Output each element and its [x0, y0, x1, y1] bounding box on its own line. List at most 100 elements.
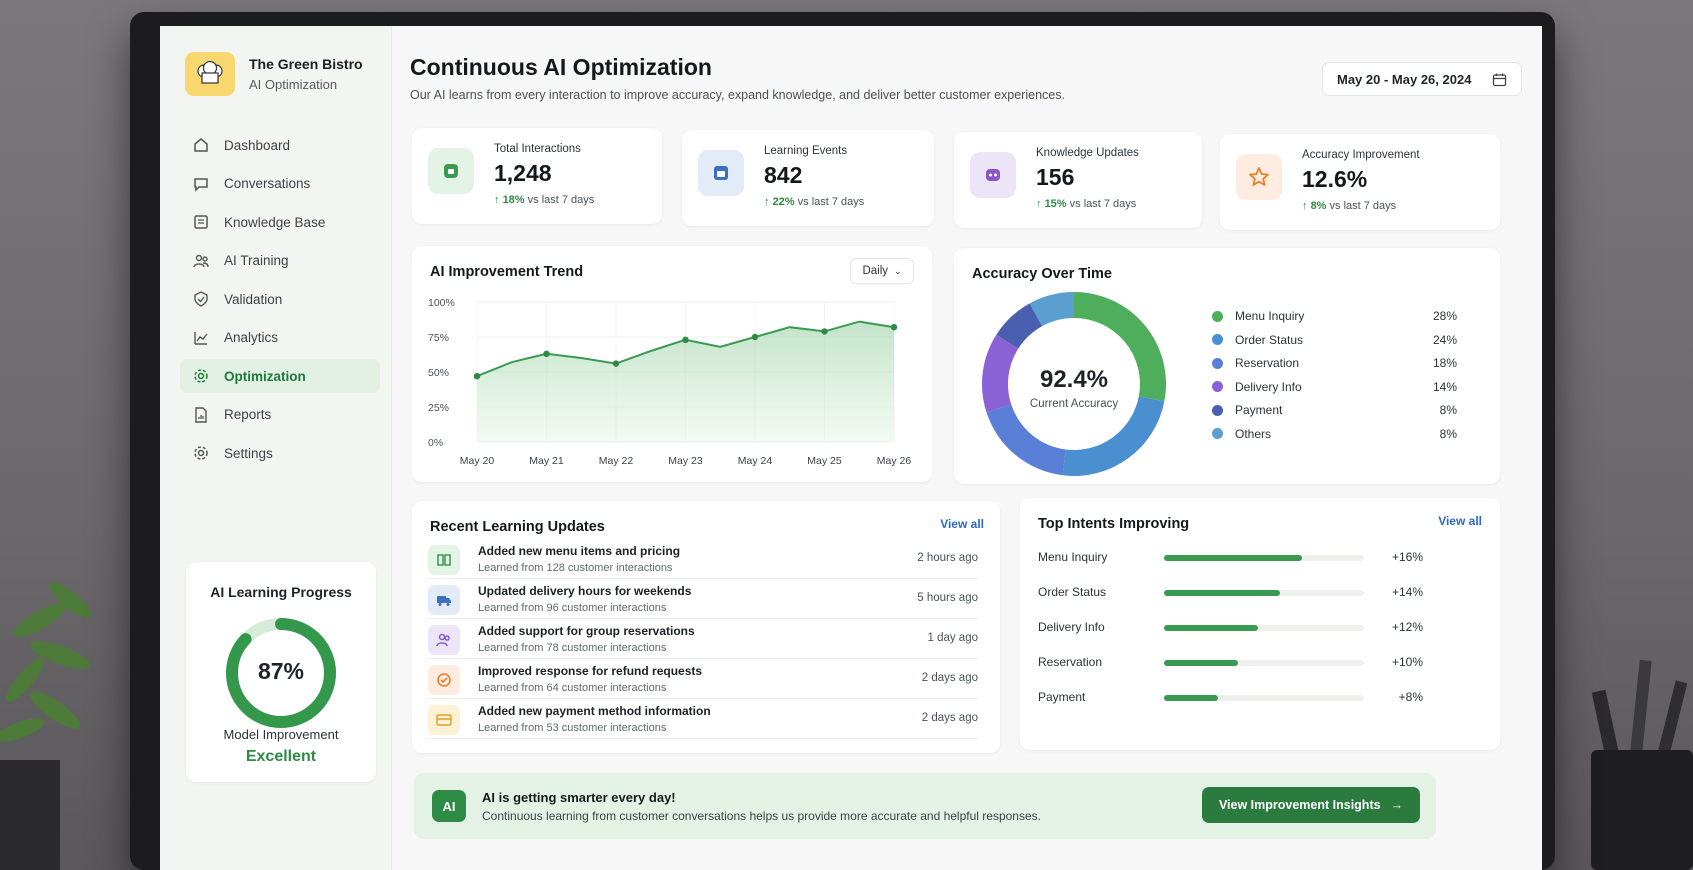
update-row[interactable]: Updated delivery hours for weekends Learn… — [428, 581, 978, 619]
brand[interactable]: The Green Bistro AI Optimization — [185, 52, 363, 96]
intent-value: +16% — [1391, 550, 1423, 564]
x-tick-label: May 20 — [460, 455, 495, 467]
stat-value: 842 — [764, 162, 803, 188]
accuracy-donut-chart — [982, 292, 1166, 476]
chat-bubble-icon — [428, 148, 474, 194]
sidebar-item-knowledge-base[interactable]: Knowledge Base — [180, 205, 380, 239]
sidebar-item-label: Settings — [224, 445, 273, 461]
legend-label: Payment — [1235, 403, 1283, 417]
trend-point — [821, 328, 828, 335]
sidebar-item-label: Conversations — [224, 176, 311, 191]
daily-select[interactable]: Daily ⌄ — [850, 258, 914, 284]
intent-progress-fill — [1164, 660, 1238, 666]
update-subtitle: Learned from 128 customer interactions — [478, 562, 673, 574]
intent-value: +8% — [1398, 690, 1423, 704]
book-icon — [194, 215, 208, 229]
stat-card-accuracy-improvement: Accuracy Improvement 12.6% ↑ 8% vs last … — [1220, 134, 1500, 230]
plant-decoration — [0, 582, 91, 870]
stat-delta: ↑ 15% vs last 7 days — [1036, 198, 1137, 210]
sidebar-item-label: AI Training — [224, 253, 289, 268]
legend-label: Order Status — [1235, 332, 1304, 347]
sidebar-item-conversations[interactable]: Conversations — [180, 167, 380, 201]
top-intents-view-all-link[interactable]: View all — [1438, 514, 1482, 528]
update-title: Added new menu items and pricing — [478, 544, 681, 558]
stat-card-knowledge-updates: Knowledge Updates 156 ↑ 15% vs last 7 da… — [954, 132, 1202, 228]
sidebar-item-validation[interactable]: Validation — [180, 282, 380, 316]
update-title: Improved response for refund requests — [478, 664, 703, 678]
legend-dot — [1212, 310, 1223, 322]
trend-point — [473, 373, 481, 380]
donut-slice — [1074, 292, 1166, 402]
update-row[interactable]: Added support for group reservations Lear… — [428, 621, 978, 659]
date-range-picker[interactable]: May 20 - May 26, 2024 — [1322, 62, 1522, 96]
improvement-trend-card: AI Improvement Trend Daily ⌄ 100% 75% 50% 2… — [412, 246, 932, 482]
view-improvement-insights-button[interactable]: View Improvement Insights → — [1202, 787, 1420, 823]
learning-progress-label: Model Improvement — [223, 727, 339, 742]
update-row[interactable]: Improved response for refund requests Lea… — [428, 661, 978, 699]
intent-name: Payment — [1038, 690, 1086, 704]
calendar-icon — [698, 150, 744, 196]
trend-point — [890, 324, 898, 331]
intent-progress-track — [1164, 625, 1364, 631]
sidebar-item-dashboard[interactable]: Dashboard — [180, 128, 380, 162]
stat-label: Knowledge Updates — [1036, 147, 1139, 159]
update-row[interactable]: Added new payment method information Lear… — [428, 701, 978, 739]
learning-progress-status: Excellent — [245, 748, 317, 765]
update-time: 5 hours ago — [917, 592, 978, 604]
smarter-banner: AI AI is getting smarter every day! Cont… — [414, 773, 1436, 839]
page-subtitle: Our AI learns from every interaction to … — [410, 88, 1065, 102]
update-subtitle: Learned from 53 customer interactions — [478, 722, 667, 734]
intent-progress-track — [1164, 695, 1364, 701]
stat-value: 1,248 — [494, 160, 552, 186]
top-intents-card: Top Intents Improving View all Menu Inqu… — [1020, 498, 1500, 750]
sidebar-item-optimization[interactable]: Optimization — [180, 359, 380, 393]
sidebar-item-label: Validation — [224, 291, 283, 307]
date-range-text: May 20 - May 26, 2024 — [1337, 71, 1472, 87]
recent-updates-view-all-link[interactable]: View all — [940, 517, 984, 531]
trend-point — [612, 360, 620, 367]
sidebar-item-analytics[interactable]: Analytics — [180, 321, 380, 355]
arrow-right-icon: → — [1390, 798, 1404, 812]
accuracy-title: Accuracy Over Time — [972, 266, 1112, 282]
update-time: 2 hours ago — [917, 552, 978, 564]
sidebar-item-reports[interactable]: Reports — [180, 398, 380, 432]
app-screen: The Green Bistro AI Optimization Dashboa… — [160, 26, 1542, 870]
sidebar-item-settings[interactable]: Settings — [180, 436, 380, 470]
intent-name: Reservation — [1038, 655, 1103, 669]
trend-title: AI Improvement Trend — [430, 264, 584, 280]
learning-progress-title: AI Learning Progress — [210, 584, 352, 600]
gear-icon — [194, 369, 208, 383]
intent-row: Reservation +10% — [1038, 651, 1423, 671]
intent-progress-fill — [1164, 695, 1218, 701]
users-icon — [428, 625, 460, 655]
stat-delta: ↑ 22% vs last 7 days — [764, 196, 865, 208]
legend-percent: 8% — [1439, 426, 1457, 441]
legend-percent: 24% — [1432, 332, 1457, 347]
home-icon — [194, 138, 208, 152]
stat-card-learning-events: Learning Events 842 ↑ 22% vs last 7 days — [682, 130, 934, 226]
legend-item: Order Status 24% — [1212, 330, 1457, 350]
intent-name: Delivery Info — [1038, 620, 1105, 634]
y-tick-label: 75% — [428, 332, 449, 344]
x-tick-label: May 23 — [668, 455, 703, 467]
intent-progress-track — [1164, 590, 1364, 596]
update-row[interactable]: Added new menu items and pricing Learned … — [428, 541, 978, 579]
chevron-down-icon: ⌄ — [894, 265, 902, 276]
sidebar-item-label: Optimization — [224, 368, 306, 384]
stat-label: Total Interactions — [494, 143, 581, 155]
chart-icon — [194, 331, 208, 345]
legend-percent: 8% — [1439, 403, 1457, 417]
intent-progress-track — [1164, 660, 1364, 666]
stat-delta: ↑ 18% vs last 7 days — [494, 194, 595, 206]
legend-label: Delivery Info — [1235, 379, 1302, 394]
legend-dot — [1212, 381, 1223, 392]
intent-row: Delivery Info +12% — [1038, 616, 1423, 636]
legend-item: Payment 8% — [1212, 400, 1457, 420]
intent-name: Menu Inquiry — [1038, 550, 1108, 564]
sidebar-item-ai-training[interactable]: AI Training — [180, 244, 380, 278]
brand-name: The Green Bistro — [249, 56, 363, 72]
donut-center-value: 92.4% — [1039, 366, 1109, 393]
intent-value: +10% — [1391, 655, 1423, 669]
legend-percent: 28% — [1432, 309, 1457, 323]
learning-progress-card: AI Learning Progress 87% Model Improveme… — [186, 562, 376, 782]
